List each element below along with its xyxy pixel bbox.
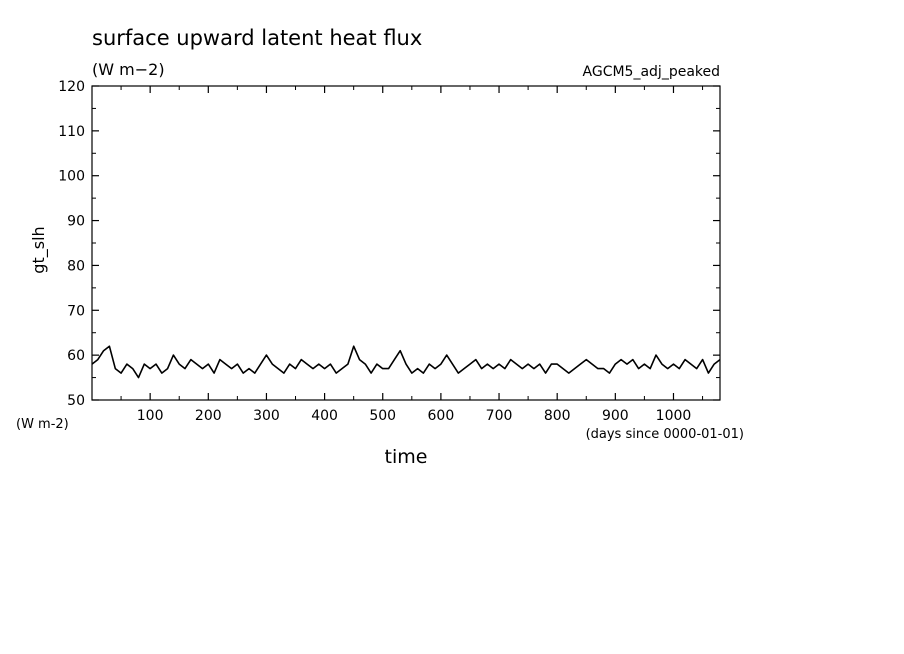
x-tick-label: 400 xyxy=(311,408,338,424)
plot-frame xyxy=(91,85,721,401)
x-tick-label: 800 xyxy=(544,408,571,424)
y-tick-label: 110 xyxy=(58,124,85,140)
chart-title: surface upward latent heat flux xyxy=(92,26,422,50)
x-axis-label: time xyxy=(385,446,428,468)
run-label: AGCM5_adj_peaked xyxy=(583,64,720,80)
y-tick-label: 50 xyxy=(67,393,85,409)
x-tick-label: 1000 xyxy=(656,408,692,424)
x-axis-units: (days since 0000-01-01) xyxy=(586,427,744,442)
x-tick-label: 200 xyxy=(195,408,222,424)
y-tick-label: 80 xyxy=(67,258,85,274)
x-tick-labels: 100 200 300 400 500 600 700 800 900 1000 xyxy=(137,408,692,424)
y-axis-label: gt_slh xyxy=(29,226,49,273)
x-tick-label: 300 xyxy=(253,408,280,424)
y-tick-label: 100 xyxy=(58,169,85,185)
series-line xyxy=(91,345,721,379)
y-axis-units: (W m-2) xyxy=(16,417,69,432)
x-tick-label: 900 xyxy=(602,408,629,424)
axis-ticks xyxy=(92,85,720,401)
x-tick-label: 500 xyxy=(369,408,396,424)
x-tick-label: 100 xyxy=(137,408,164,424)
y-tick-label: 60 xyxy=(67,348,85,364)
chart-subtitle: (W m−2) xyxy=(92,60,165,79)
y-tick-label: 90 xyxy=(67,214,85,230)
x-tick-label: 600 xyxy=(428,408,455,424)
y-tick-labels: 50 60 70 80 90 100 110 120 xyxy=(58,79,85,409)
y-tick-label: 120 xyxy=(58,79,85,95)
y-tick-label: 70 xyxy=(67,303,85,319)
x-tick-label: 700 xyxy=(486,408,513,424)
